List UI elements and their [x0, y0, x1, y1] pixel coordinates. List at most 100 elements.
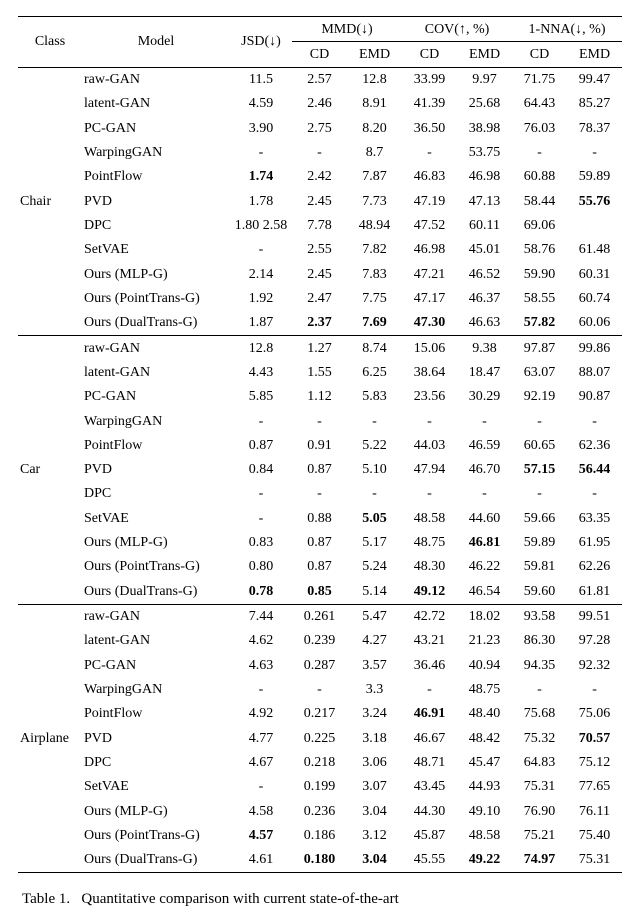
table-row: SetVAE-0.1993.0743.4544.9375.3177.65 [18, 775, 622, 799]
table-row: Ours (DualTrans-G)0.780.855.1449.1246.54… [18, 579, 622, 604]
value-cell: 33.99 [402, 67, 457, 92]
table-row: Ours (MLP-G)4.580.2363.0444.3049.1076.90… [18, 799, 622, 823]
value-cell: 21.23 [457, 629, 512, 653]
value-cell: - [457, 482, 512, 506]
value-cell: 44.93 [457, 775, 512, 799]
value-cell: 64.43 [512, 92, 567, 116]
value-cell: 1.12 [292, 385, 347, 409]
model-cell: Ours (MLP-G) [82, 262, 230, 286]
value-cell: 0.87 [292, 531, 347, 555]
value-cell: 75.40 [567, 823, 622, 847]
value-cell: 0.239 [292, 629, 347, 653]
value-cell: 45.55 [402, 848, 457, 873]
value-cell: 99.51 [567, 604, 622, 629]
value-cell: 59.89 [567, 165, 622, 189]
value-cell: 44.03 [402, 433, 457, 457]
value-cell: - [292, 141, 347, 165]
value-cell: 99.47 [567, 67, 622, 92]
value-cell: 60.31 [567, 262, 622, 286]
value-cell: 0.186 [292, 823, 347, 847]
value-cell: - [567, 141, 622, 165]
value-cell: - [230, 775, 292, 799]
value-cell: 48.75 [457, 677, 512, 701]
value-cell: 8.74 [347, 336, 402, 361]
model-cell: latent-GAN [82, 360, 230, 384]
value-cell: 56.44 [567, 458, 622, 482]
value-cell: 60.06 [567, 311, 622, 336]
value-cell: 8.91 [347, 92, 402, 116]
value-cell: 3.04 [347, 848, 402, 873]
value-cell: 48.42 [457, 726, 512, 750]
value-cell: 86.30 [512, 629, 567, 653]
table-row: latent-GAN4.592.468.9141.3925.6864.4385.… [18, 92, 622, 116]
value-cell: - [230, 238, 292, 262]
value-cell: - [457, 409, 512, 433]
value-cell: 1.55 [292, 360, 347, 384]
value-cell: 49.10 [457, 799, 512, 823]
value-cell: 94.35 [512, 653, 567, 677]
value-cell: - [292, 677, 347, 701]
value-cell: - [567, 409, 622, 433]
table-row: Carraw-GAN12.81.278.7415.069.3897.8799.8… [18, 336, 622, 361]
value-cell: 0.287 [292, 653, 347, 677]
value-cell: 0.199 [292, 775, 347, 799]
model-cell: PVD [82, 458, 230, 482]
value-cell: 2.42 [292, 165, 347, 189]
model-cell: latent-GAN [82, 629, 230, 653]
table-row: DPC------- [18, 482, 622, 506]
model-cell: raw-GAN [82, 604, 230, 629]
col-cov: COV(↑, %) [402, 17, 512, 42]
value-cell: 4.92 [230, 702, 292, 726]
value-cell: 45.47 [457, 750, 512, 774]
value-cell: 3.04 [347, 799, 402, 823]
value-cell: 5.17 [347, 531, 402, 555]
value-cell: 4.57 [230, 823, 292, 847]
value-cell: 59.89 [512, 531, 567, 555]
value-cell: 7.73 [347, 189, 402, 213]
value-cell: 0.85 [292, 579, 347, 604]
value-cell: 46.22 [457, 555, 512, 579]
value-cell: 25.68 [457, 92, 512, 116]
caption-label: Table 1. [22, 891, 70, 907]
value-cell: 5.05 [347, 506, 402, 530]
model-cell: SetVAE [82, 775, 230, 799]
value-cell: 44.60 [457, 506, 512, 530]
value-cell: 5.24 [347, 555, 402, 579]
value-cell: 3.57 [347, 653, 402, 677]
value-cell: 46.91 [402, 702, 457, 726]
value-cell: 0.83 [230, 531, 292, 555]
value-cell: 99.86 [567, 336, 622, 361]
value-cell: 64.83 [512, 750, 567, 774]
value-cell: 97.28 [567, 629, 622, 653]
value-cell: 75.12 [567, 750, 622, 774]
value-cell: 85.27 [567, 92, 622, 116]
value-cell: 75.06 [567, 702, 622, 726]
value-cell: - [402, 141, 457, 165]
col-1nna-cd: CD [512, 42, 567, 67]
value-cell: 4.67 [230, 750, 292, 774]
value-cell: 4.62 [230, 629, 292, 653]
value-cell: 1.80 2.58 [230, 214, 292, 238]
value-cell: 2.47 [292, 286, 347, 310]
value-cell: 75.68 [512, 702, 567, 726]
value-cell: 47.17 [402, 286, 457, 310]
value-cell: 8.20 [347, 116, 402, 140]
value-cell: - [567, 482, 622, 506]
table-row: Ours (MLP-G)2.142.457.8347.2146.5259.906… [18, 262, 622, 286]
value-cell: 9.97 [457, 67, 512, 92]
value-cell: - [567, 677, 622, 701]
value-cell: 49.12 [402, 579, 457, 604]
value-cell: 63.35 [567, 506, 622, 530]
value-cell: 76.90 [512, 799, 567, 823]
value-cell: 0.88 [292, 506, 347, 530]
value-cell: 5.22 [347, 433, 402, 457]
value-cell: 46.54 [457, 579, 512, 604]
value-cell: 59.66 [512, 506, 567, 530]
col-1nna: 1-NNA(↓, %) [512, 17, 622, 42]
value-cell: 4.27 [347, 629, 402, 653]
value-cell: 2.75 [292, 116, 347, 140]
col-1nna-emd: EMD [567, 42, 622, 67]
value-cell: 0.225 [292, 726, 347, 750]
value-cell: - [402, 482, 457, 506]
model-cell: WarpingGAN [82, 677, 230, 701]
